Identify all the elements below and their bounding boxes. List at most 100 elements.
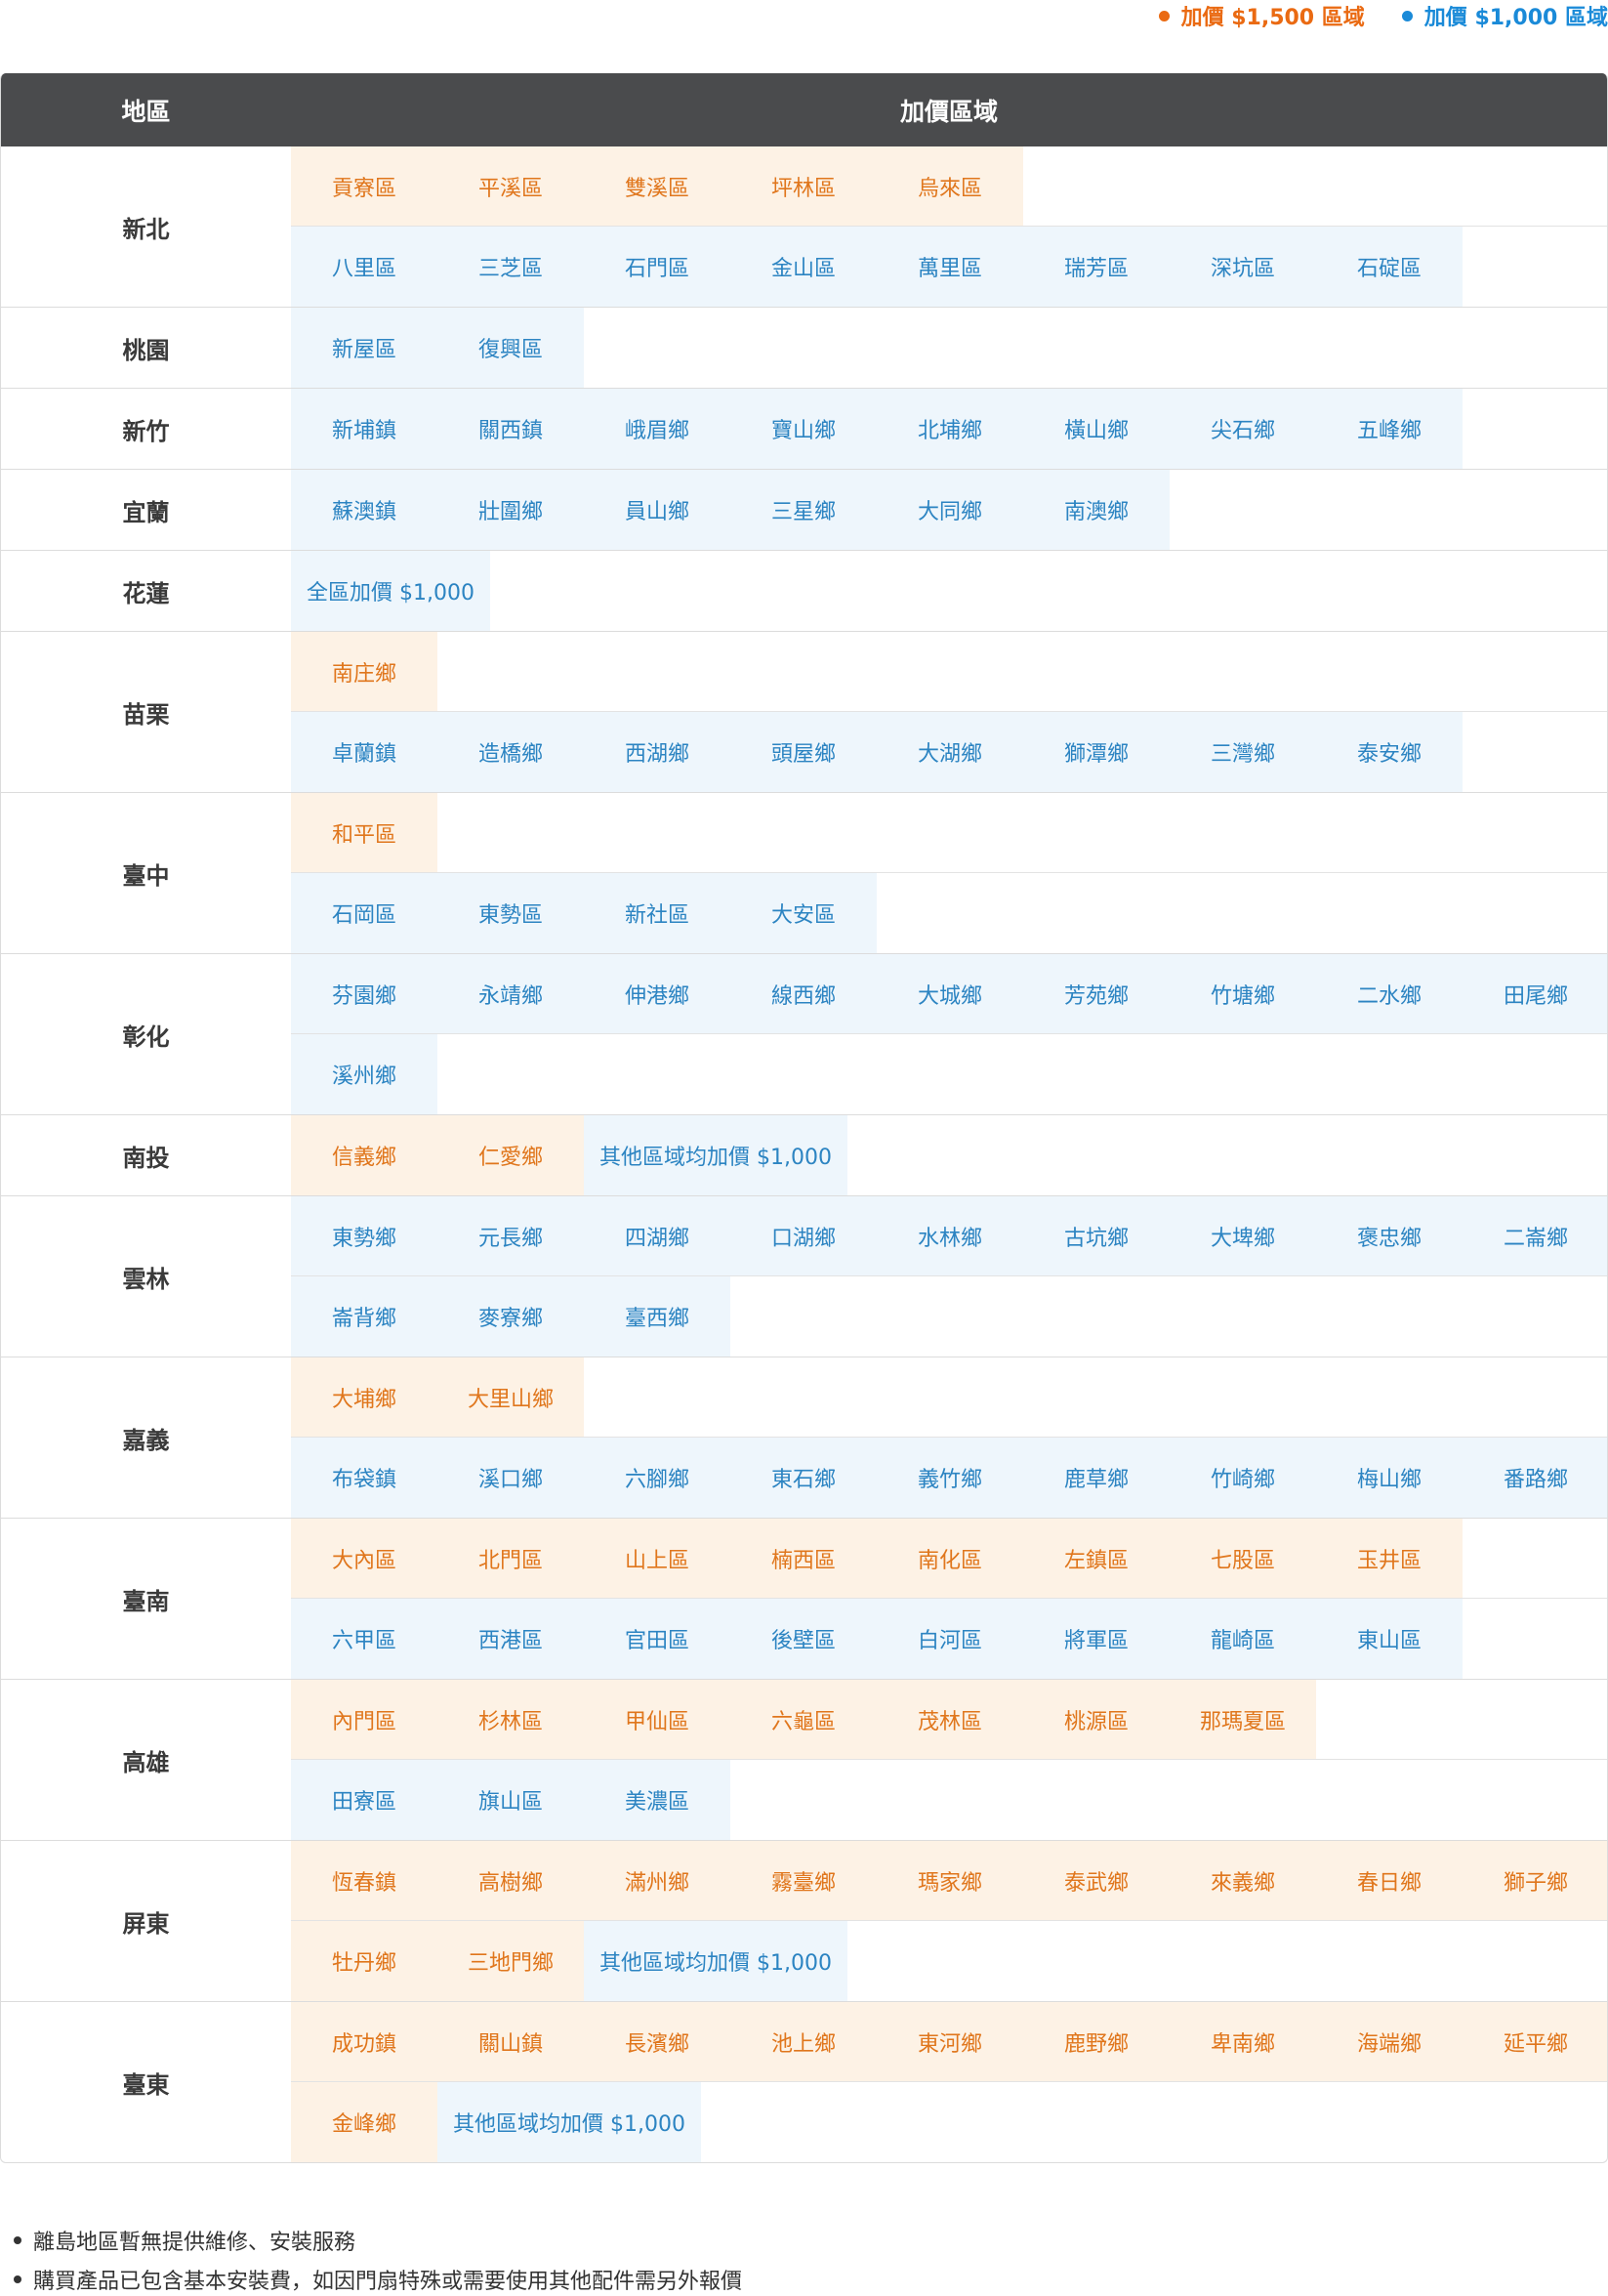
zone-cell-1500: 恆春鎮 bbox=[291, 1841, 437, 1920]
zone-cell-1000: 水林鄉 bbox=[877, 1196, 1023, 1275]
zone-cell-1500: 山上區 bbox=[584, 1519, 730, 1598]
zone-cell-1000: 大湖鄉 bbox=[877, 712, 1023, 792]
zone-cell-1500: 高樹鄉 bbox=[437, 1841, 584, 1920]
orange-dot-icon bbox=[1158, 10, 1170, 21]
region-name: 臺南 bbox=[122, 1587, 170, 1615]
zone-cell-1000: 八里區 bbox=[291, 227, 437, 307]
region-row: 臺東 成功鎮 關山鎮 長濱鄉 池上鄉 東河鄉 鹿野鄉 卑南鄉 海端鄉 延平鄉 金峰鄉 其他區域均加價 … bbox=[1, 2002, 1607, 2162]
legend-item-orange: 加價 $1,500 區域 bbox=[1158, 0, 1365, 31]
zone-line: 南庄鄉 bbox=[291, 632, 1607, 712]
zone-cell-1000: 六腳鄉 bbox=[584, 1438, 730, 1518]
region-name: 新北 bbox=[122, 215, 170, 243]
zone-cell-1000: 官田區 bbox=[584, 1599, 730, 1679]
zone-cell-1000: 寶山鄉 bbox=[730, 389, 877, 469]
region-row: 新竹 新埔鎮 關西鎮 峨眉鄉 寶山鄉 北埔鄉 橫山鄉 尖石鄉 五峰鄉 bbox=[1, 389, 1607, 470]
zone-cell-1000: 永靖鄉 bbox=[437, 954, 584, 1033]
zone-cell-1500: 霧臺鄉 bbox=[730, 1841, 877, 1920]
zone-cell-1500: 卑南鄉 bbox=[1170, 2002, 1316, 2081]
region-name: 桃園 bbox=[122, 336, 170, 364]
region-row: 桃園 新屋區 復興區 bbox=[1, 308, 1607, 389]
zone-lines: 大內區 北門區 山上區 楠西區 南化區 左鎮區 七股區 玉井區 六甲區 西港區 官田區 後壁區 白河區將… bbox=[291, 1519, 1607, 1679]
region-row: 新北 貢寮區 平溪區 雙溪區 坪林區 烏來區 八里區 三芝區 石門區 金山區 萬里區 瑞芳區 深坑區 石碇… bbox=[1, 146, 1607, 308]
region-name: 嘉義 bbox=[122, 1426, 170, 1454]
zone-cell-1500: 左鎮區 bbox=[1023, 1519, 1170, 1598]
zone-cell-1000: 峨眉鄉 bbox=[584, 389, 730, 469]
zone-line: 八里區 三芝區 石門區 金山區 萬里區 瑞芳區 深坑區 石碇區 bbox=[291, 227, 1607, 307]
zone-cell-1500: 六龜區 bbox=[730, 1680, 877, 1759]
zone-lines: 芬園鄉 永靖鄉 伸港鄉 線西鄉 大城鄉 芳苑鄉 竹塘鄉 二水鄉 田尾鄉 溪州鄉 bbox=[291, 954, 1607, 1114]
table-header: 地區 加價區域 bbox=[1, 73, 1607, 146]
zone-cell-1500: 南庄鄉 bbox=[291, 632, 437, 711]
zone-cell-1500: 那瑪夏區 bbox=[1170, 1680, 1316, 1759]
zone-cell-1000: 二崙鄉 bbox=[1463, 1196, 1607, 1275]
region-name: 苗栗 bbox=[122, 700, 170, 729]
bullet-icon bbox=[14, 2236, 21, 2244]
zone-cell-1000: 元長鄉 bbox=[437, 1196, 584, 1275]
zone-cell-1000: 全區加價 $1,000 bbox=[291, 551, 490, 631]
note-item: 離島地區暫無提供維修、安裝服務 bbox=[14, 2221, 742, 2260]
region-name: 南投 bbox=[122, 1144, 170, 1172]
zone-cell-1500: 杉林區 bbox=[437, 1680, 584, 1759]
zone-cell-1000: 麥寮鄉 bbox=[437, 1276, 584, 1357]
region-row: 苗栗 南庄鄉 卓蘭鎮 造橋鄉 西湖鄉 頭屋鄉 大湖鄉 獅潭鄉 三灣鄉 泰安鄉 bbox=[1, 632, 1607, 793]
zone-cell-1000: 三芝區 bbox=[437, 227, 584, 307]
zone-cell-1000: 溪州鄉 bbox=[291, 1034, 437, 1114]
zone-lines: 信義鄉 仁愛鄉 其他區域均加價 $1,000 bbox=[291, 1115, 1607, 1195]
zone-cell-1500: 池上鄉 bbox=[730, 2002, 877, 2081]
zone-cell-1000: 竹崎鄉 bbox=[1170, 1438, 1316, 1518]
surcharge-table: 地區 加價區域 新北 貢寮區 平溪區 雙溪區 坪林區 烏來區 八里區 三芝區 石門區 金山區 萬里區… bbox=[0, 73, 1608, 2163]
zone-cell-1500: 東河鄉 bbox=[877, 2002, 1023, 2081]
zone-cell-1500: 鹿野鄉 bbox=[1023, 2002, 1170, 2081]
zone-cell-1500: 北門區 bbox=[437, 1519, 584, 1598]
zone-cell-1000: 梅山鄉 bbox=[1316, 1438, 1463, 1518]
zone-cell-1500: 楠西區 bbox=[730, 1519, 877, 1598]
zone-cell-1000: 古坑鄉 bbox=[1023, 1196, 1170, 1275]
note-item: 購買產品已包含基本安裝費，如因門扇特殊或需要使用其他配件需另外報價 bbox=[14, 2260, 742, 2296]
zone-cell-1000: 四湖鄉 bbox=[584, 1196, 730, 1275]
zone-cell-1500: 大埔鄉 bbox=[291, 1357, 437, 1437]
zone-cell-1500: 長濱鄉 bbox=[584, 2002, 730, 2081]
zone-line: 恆春鎮 高樹鄉 滿州鄉 霧臺鄉 瑪家鄉 泰武鄉 來義鄉 春日鄉 獅子鄉 bbox=[291, 1841, 1607, 1921]
zone-cell-1500: 烏來區 bbox=[877, 146, 1023, 226]
region-name: 花蓮 bbox=[122, 579, 170, 607]
zone-cell-1000: 東石鄉 bbox=[730, 1438, 877, 1518]
zone-cell-1000: 將軍區 bbox=[1023, 1599, 1170, 1679]
zone-cell-1000: 壯圍鄉 bbox=[437, 470, 584, 550]
zone-line: 牡丹鄉 三地門鄉 其他區域均加價 $1,000 bbox=[291, 1921, 1607, 2001]
zone-cell-1500: 桃源區 bbox=[1023, 1680, 1170, 1759]
bullet-icon bbox=[14, 2275, 21, 2283]
region-name: 臺東 bbox=[122, 2070, 170, 2099]
region-row: 雲林 東勢鄉 元長鄉 四湖鄉 口湖鄉 水林鄉 古坑鄉 大埤鄉 褒忠鄉 二崙鄉 崙背鄉 麥寮鄉 臺西鄉 bbox=[1, 1196, 1607, 1357]
zone-cell-1000: 其他區域均加價 $1,000 bbox=[584, 1115, 847, 1195]
zone-cell-1000: 鹿草鄉 bbox=[1023, 1438, 1170, 1518]
region-row: 臺中 和平區 石岡區 東勢區 新社區 大安區 bbox=[1, 793, 1607, 954]
zone-cell-1000: 三灣鄉 bbox=[1170, 712, 1316, 792]
note-text: 離島地區暫無提供維修、安裝服務 bbox=[33, 2231, 356, 2255]
zone-cell-1000: 六甲區 bbox=[291, 1599, 437, 1679]
region-row: 彰化 芬園鄉 永靖鄉 伸港鄉 線西鄉 大城鄉 芳苑鄉 竹塘鄉 二水鄉 田尾鄉 溪州鄉 bbox=[1, 954, 1607, 1115]
region-row: 屏東 恆春鎮 高樹鄉 滿州鄉 霧臺鄉 瑪家鄉 泰武鄉 來義鄉 春日鄉 獅子鄉 牡丹鄉 三地門鄉 其他區域… bbox=[1, 1841, 1607, 2002]
zone-line: 全區加價 $1,000 bbox=[291, 551, 1607, 631]
zone-cell-1500: 坪林區 bbox=[730, 146, 877, 226]
zone-cell-1000: 田尾鄉 bbox=[1463, 954, 1607, 1033]
zone-lines: 東勢鄉 元長鄉 四湖鄉 口湖鄉 水林鄉 古坑鄉 大埤鄉 褒忠鄉 二崙鄉 崙背鄉 麥寮鄉 臺西鄉 bbox=[291, 1196, 1607, 1357]
zone-line: 芬園鄉 永靖鄉 伸港鄉 線西鄉 大城鄉 芳苑鄉 竹塘鄉 二水鄉 田尾鄉 bbox=[291, 954, 1607, 1034]
zone-cell-1500: 海端鄉 bbox=[1316, 2002, 1463, 2081]
zone-cell-1500: 金峰鄉 bbox=[291, 2082, 437, 2162]
zone-lines: 全區加價 $1,000 bbox=[291, 551, 1607, 631]
zone-cell-1000: 石岡區 bbox=[291, 873, 437, 953]
zone-cell-1000: 東勢區 bbox=[437, 873, 584, 953]
zone-cell-1500: 滿州鄉 bbox=[584, 1841, 730, 1920]
zone-cell-1500: 茂林區 bbox=[877, 1680, 1023, 1759]
zone-cell-1500: 牡丹鄉 bbox=[291, 1921, 437, 2001]
region-name: 新竹 bbox=[122, 417, 170, 445]
region-row: 宜蘭 蘇澳鎮 壯圍鄉 員山鄉 三星鄉 大同鄉 南澳鄉 bbox=[1, 470, 1607, 551]
blue-dot-icon bbox=[1401, 10, 1413, 21]
zone-cell-1000: 東山區 bbox=[1316, 1599, 1463, 1679]
zone-lines: 內門區 杉林區 甲仙區 六龜區 茂林區 桃源區 那瑪夏區 田寮區 旗山區 美濃區 bbox=[291, 1680, 1607, 1840]
legend-item-blue: 加價 $1,000 區域 bbox=[1401, 0, 1608, 31]
zone-cell-1000: 芬園鄉 bbox=[291, 954, 437, 1033]
region-row: 南投 信義鄉 仁愛鄉 其他區域均加價 $1,000 bbox=[1, 1115, 1607, 1196]
zone-cell-1500: 三地門鄉 bbox=[437, 1921, 584, 2001]
table-body: 新北 貢寮區 平溪區 雙溪區 坪林區 烏來區 八里區 三芝區 石門區 金山區 萬里區 瑞芳區 深坑區 石碇… bbox=[1, 146, 1607, 2162]
